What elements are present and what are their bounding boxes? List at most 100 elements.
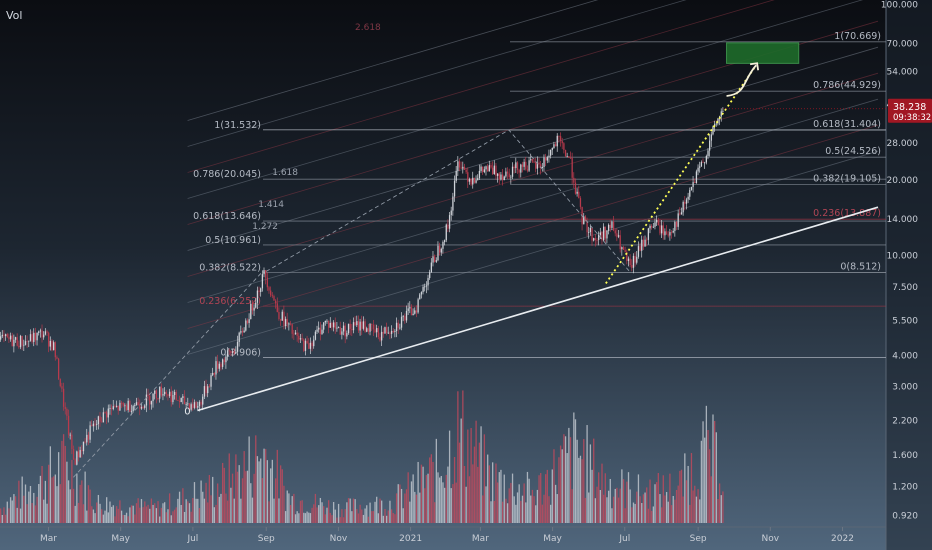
candle-body (568, 156, 570, 158)
candle-body (636, 256, 638, 263)
volume-bar (321, 502, 323, 523)
volume-bar (427, 473, 429, 523)
volume-bar (273, 498, 275, 523)
volume-bar (531, 489, 534, 523)
candle-body (424, 286, 426, 288)
volume-bar (107, 512, 109, 523)
candle-body (379, 337, 381, 341)
candle-body (390, 331, 393, 334)
candle-body (385, 327, 388, 333)
volume-bar (470, 428, 472, 523)
fib-retracements: 1(31.532) 0.786(20.045) 0.618(13.646) 0.5(1… (193, 31, 886, 358)
candle-body (371, 323, 373, 325)
volume-bar (606, 497, 608, 523)
dotted-trendline (605, 64, 757, 284)
volume-bar (722, 491, 724, 523)
volume-bar (326, 507, 328, 523)
candle-body (518, 169, 520, 173)
candle-body (31, 334, 33, 342)
fib-right-label: 1(70.669) (834, 31, 881, 42)
x-axis[interactable]: Mar May Jul Sep Nov 2021 Mar May Jul Sep Nov 2022 (40, 527, 854, 544)
candle-body (505, 171, 507, 177)
volume-bar (717, 498, 719, 523)
volume-bar (598, 472, 600, 523)
candle-body (427, 278, 429, 286)
fib-left-label: 0.618(13.646) (193, 211, 261, 222)
y-axis[interactable]: 100.00070.00054.00040.00028.00020.00014.… (881, 1, 932, 522)
candle-body (588, 231, 590, 233)
volume-bar (246, 470, 249, 523)
candle-body (288, 323, 290, 325)
volume-bar (18, 480, 20, 523)
candle-body (319, 327, 322, 335)
candle-body (536, 162, 539, 169)
candle-body (217, 361, 219, 369)
candle-body (168, 391, 171, 397)
volume-bar (520, 500, 522, 523)
volume-bar (490, 501, 492, 523)
y-tick-label: 70.000 (887, 39, 919, 49)
fib-extension-label: 1.272 (252, 222, 278, 232)
fib-left-label: 0(3.906) (220, 347, 261, 358)
volume-bar (223, 467, 225, 523)
fan-line (187, 124, 879, 329)
candle-body (311, 342, 313, 347)
volume-bar (510, 482, 512, 523)
candle-body (255, 302, 257, 308)
candle-body (41, 330, 43, 338)
candle-body (366, 328, 368, 332)
volume-bar (268, 501, 270, 523)
candle-body (593, 238, 595, 241)
candle-body (299, 338, 302, 340)
candle-body (175, 391, 177, 400)
candle-body (697, 167, 699, 172)
volume-bar (674, 499, 676, 523)
volume-bar (238, 465, 240, 523)
drawing-overlays: 0 (73, 42, 886, 478)
candle-body (57, 358, 60, 379)
volume-bar (104, 510, 106, 523)
volume-bar (409, 501, 411, 523)
y-tick-label: 3.000 (892, 383, 918, 393)
volume-bar (611, 508, 613, 523)
candle-body (323, 322, 325, 330)
candle-body (660, 225, 663, 234)
volume-bar (313, 504, 315, 523)
candle-body (508, 173, 510, 178)
volume-bar (485, 486, 487, 523)
volume-bar (460, 418, 462, 523)
volume-bar (594, 498, 597, 523)
volume-bar (281, 469, 283, 523)
candle-body (482, 166, 484, 173)
volume-bar (226, 500, 229, 523)
volume-bar (549, 504, 552, 523)
candle-body (631, 265, 633, 268)
candle-body (102, 412, 105, 423)
x-tick-label: May (543, 534, 562, 544)
candle-body (473, 177, 476, 183)
volume-bar (344, 509, 346, 523)
volume-bar (506, 503, 509, 523)
volume-bar (36, 496, 38, 523)
candle-body (115, 405, 118, 407)
volume-bar (435, 438, 437, 523)
volume-bar (213, 507, 216, 523)
candle-body (313, 339, 315, 347)
volume-bar (260, 458, 262, 523)
candle-body (654, 222, 656, 227)
volume-bar (200, 480, 202, 523)
volume-bar (361, 509, 363, 523)
volume-bar (190, 511, 192, 523)
candle-body (652, 226, 655, 228)
volume-bar (329, 512, 331, 523)
candle-body (394, 331, 396, 332)
volume-bar (220, 493, 222, 523)
candle-body (346, 333, 348, 337)
volume-bar (700, 440, 703, 523)
volume-bar (212, 476, 214, 523)
candle-body (684, 201, 686, 204)
volume-bar (152, 504, 154, 523)
candle-body (291, 324, 293, 334)
candle-body (347, 323, 350, 334)
volume-bar (306, 511, 308, 523)
